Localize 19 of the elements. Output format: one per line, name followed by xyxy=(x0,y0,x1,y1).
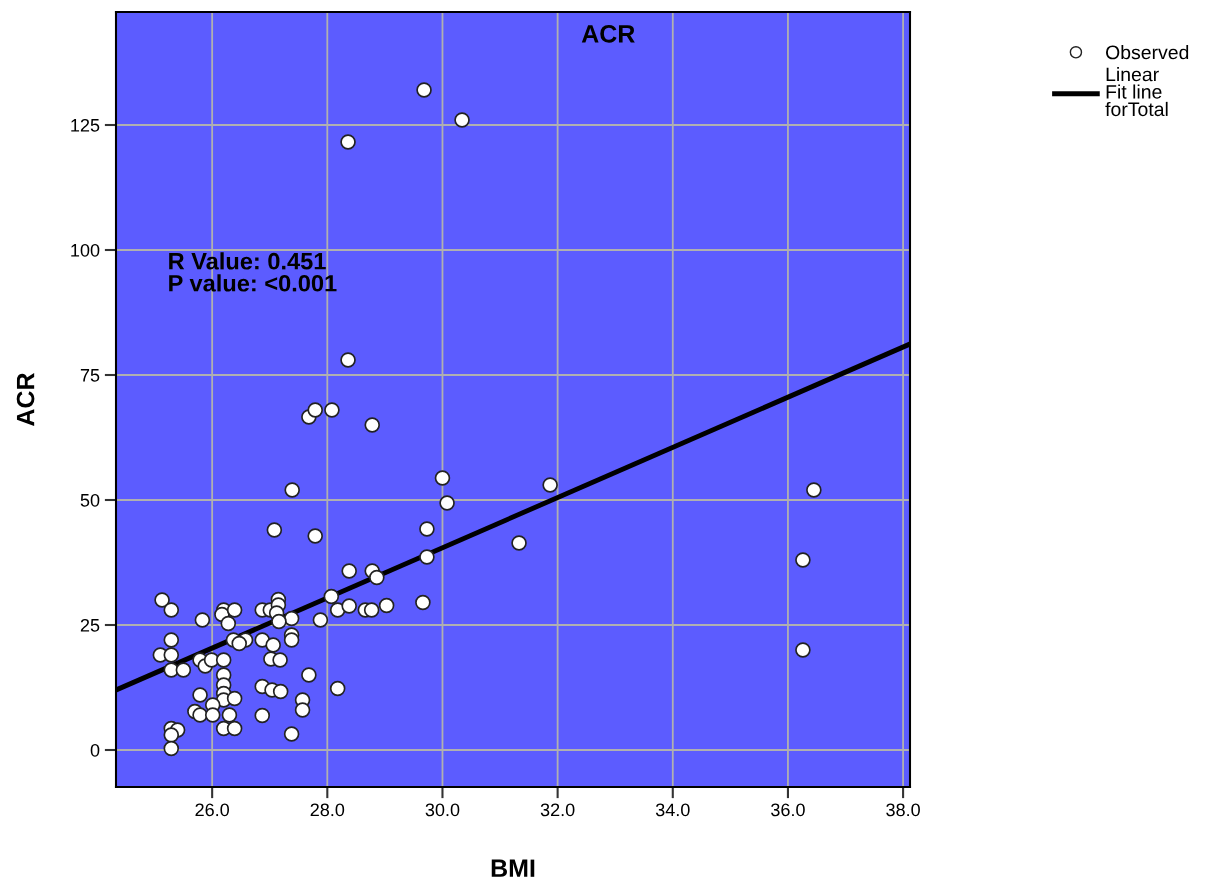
y-tick-label: 50 xyxy=(80,493,100,507)
legend-label: Observed xyxy=(1106,45,1189,60)
y-tick-label: 0 xyxy=(90,743,100,757)
y-tick-label: 75 xyxy=(80,369,100,382)
x-tick-label: 34.0 xyxy=(655,803,690,817)
x-tick-label: 28.0 xyxy=(310,803,345,817)
x-tick-label: 38.0 xyxy=(886,803,920,817)
y-tick-label: 100 xyxy=(71,243,100,257)
legend-label: Linear Fit line forTotal xyxy=(1105,67,1168,117)
x-tick-label: 36.0 xyxy=(771,803,805,817)
annotation: R Value: 0.451 P value: <0.001 xyxy=(169,252,337,292)
x-tick-label: 26.0 xyxy=(195,803,230,817)
y-axis-title: ACR xyxy=(16,372,35,426)
y-tick-label: 125 xyxy=(71,118,100,132)
y-tick-label: 25 xyxy=(80,618,100,632)
x-tick-label: 30.0 xyxy=(425,803,460,817)
x-axis-title: BMI xyxy=(491,859,535,877)
x-tick-label: 32.0 xyxy=(540,803,575,817)
chart-title: ACR xyxy=(581,24,635,43)
